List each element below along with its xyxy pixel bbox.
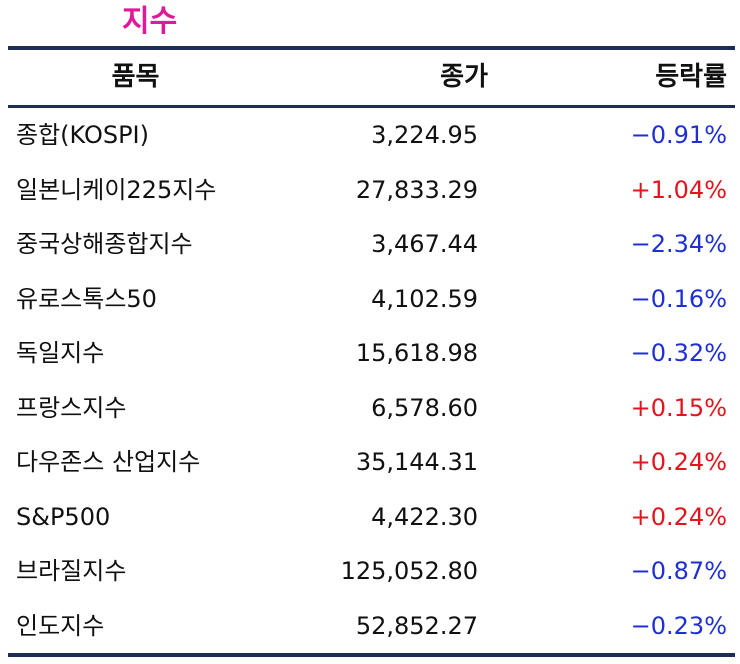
closing-price: 6,578.60 xyxy=(308,381,478,436)
change-rate: −0.91% xyxy=(548,108,727,163)
change-rate: −0.32% xyxy=(548,326,727,381)
table-bottom-rule xyxy=(8,653,735,657)
table-row: S&P500 4,422.30 +0.24% xyxy=(8,490,735,545)
closing-price: 27,833.29 xyxy=(308,163,478,218)
change-rate: −0.16% xyxy=(548,272,727,327)
index-name: 브라질지수 xyxy=(16,544,336,599)
closing-price: 125,052.80 xyxy=(308,544,478,599)
closing-price: 4,102.59 xyxy=(308,272,478,327)
index-name: S&P500 xyxy=(16,490,336,545)
table-row: 다우존스 산업지수 35,144.31 +0.24% xyxy=(8,435,735,490)
closing-price: 4,422.30 xyxy=(308,490,478,545)
closing-price: 35,144.31 xyxy=(308,435,478,490)
change-rate: −2.34% xyxy=(548,217,727,272)
closing-price: 3,224.95 xyxy=(308,108,478,163)
table-row: 독일지수 15,618.98 −0.32% xyxy=(8,326,735,381)
index-name: 다우존스 산업지수 xyxy=(16,435,336,490)
change-rate: +0.24% xyxy=(548,490,727,545)
section-title: 지수 xyxy=(122,2,177,42)
table-row: 종합(KOSPI) 3,224.95 −0.91% xyxy=(8,108,735,163)
change-rate: −0.87% xyxy=(548,544,727,599)
change-rate: +0.24% xyxy=(548,435,727,490)
column-header-item: 품목 xyxy=(8,50,263,105)
table-row: 중국상해종합지수 3,467.44 −2.34% xyxy=(8,217,735,272)
index-name: 종합(KOSPI) xyxy=(16,108,336,163)
index-name: 인도지수 xyxy=(16,599,336,654)
table-row: 일본니케이225지수 27,833.29 +1.04% xyxy=(8,163,735,218)
table-row: 유로스톡스50 4,102.59 −0.16% xyxy=(8,272,735,327)
index-name: 독일지수 xyxy=(16,326,336,381)
change-rate: −0.23% xyxy=(548,599,727,654)
table-header: 품목 종가 등락률 xyxy=(8,50,735,105)
index-name: 중국상해종합지수 xyxy=(16,217,336,272)
change-rate: +1.04% xyxy=(548,163,727,218)
table-row: 프랑스지수 6,578.60 +0.15% xyxy=(8,381,735,436)
index-name: 프랑스지수 xyxy=(16,381,336,436)
table-row: 브라질지수 125,052.80 −0.87% xyxy=(8,544,735,599)
index-name: 일본니케이225지수 xyxy=(16,163,336,218)
index-name: 유로스톡스50 xyxy=(16,272,336,327)
closing-price: 52,852.27 xyxy=(308,599,478,654)
change-rate: +0.15% xyxy=(548,381,727,436)
column-header-close: 종가 xyxy=(348,50,488,105)
table-row: 인도지수 52,852.27 −0.23% xyxy=(8,599,735,654)
column-header-change: 등락률 xyxy=(548,50,727,105)
table-body: 종합(KOSPI) 3,224.95 −0.91% 일본니케이225지수 27,… xyxy=(8,108,735,653)
closing-price: 15,618.98 xyxy=(308,326,478,381)
closing-price: 3,467.44 xyxy=(308,217,478,272)
